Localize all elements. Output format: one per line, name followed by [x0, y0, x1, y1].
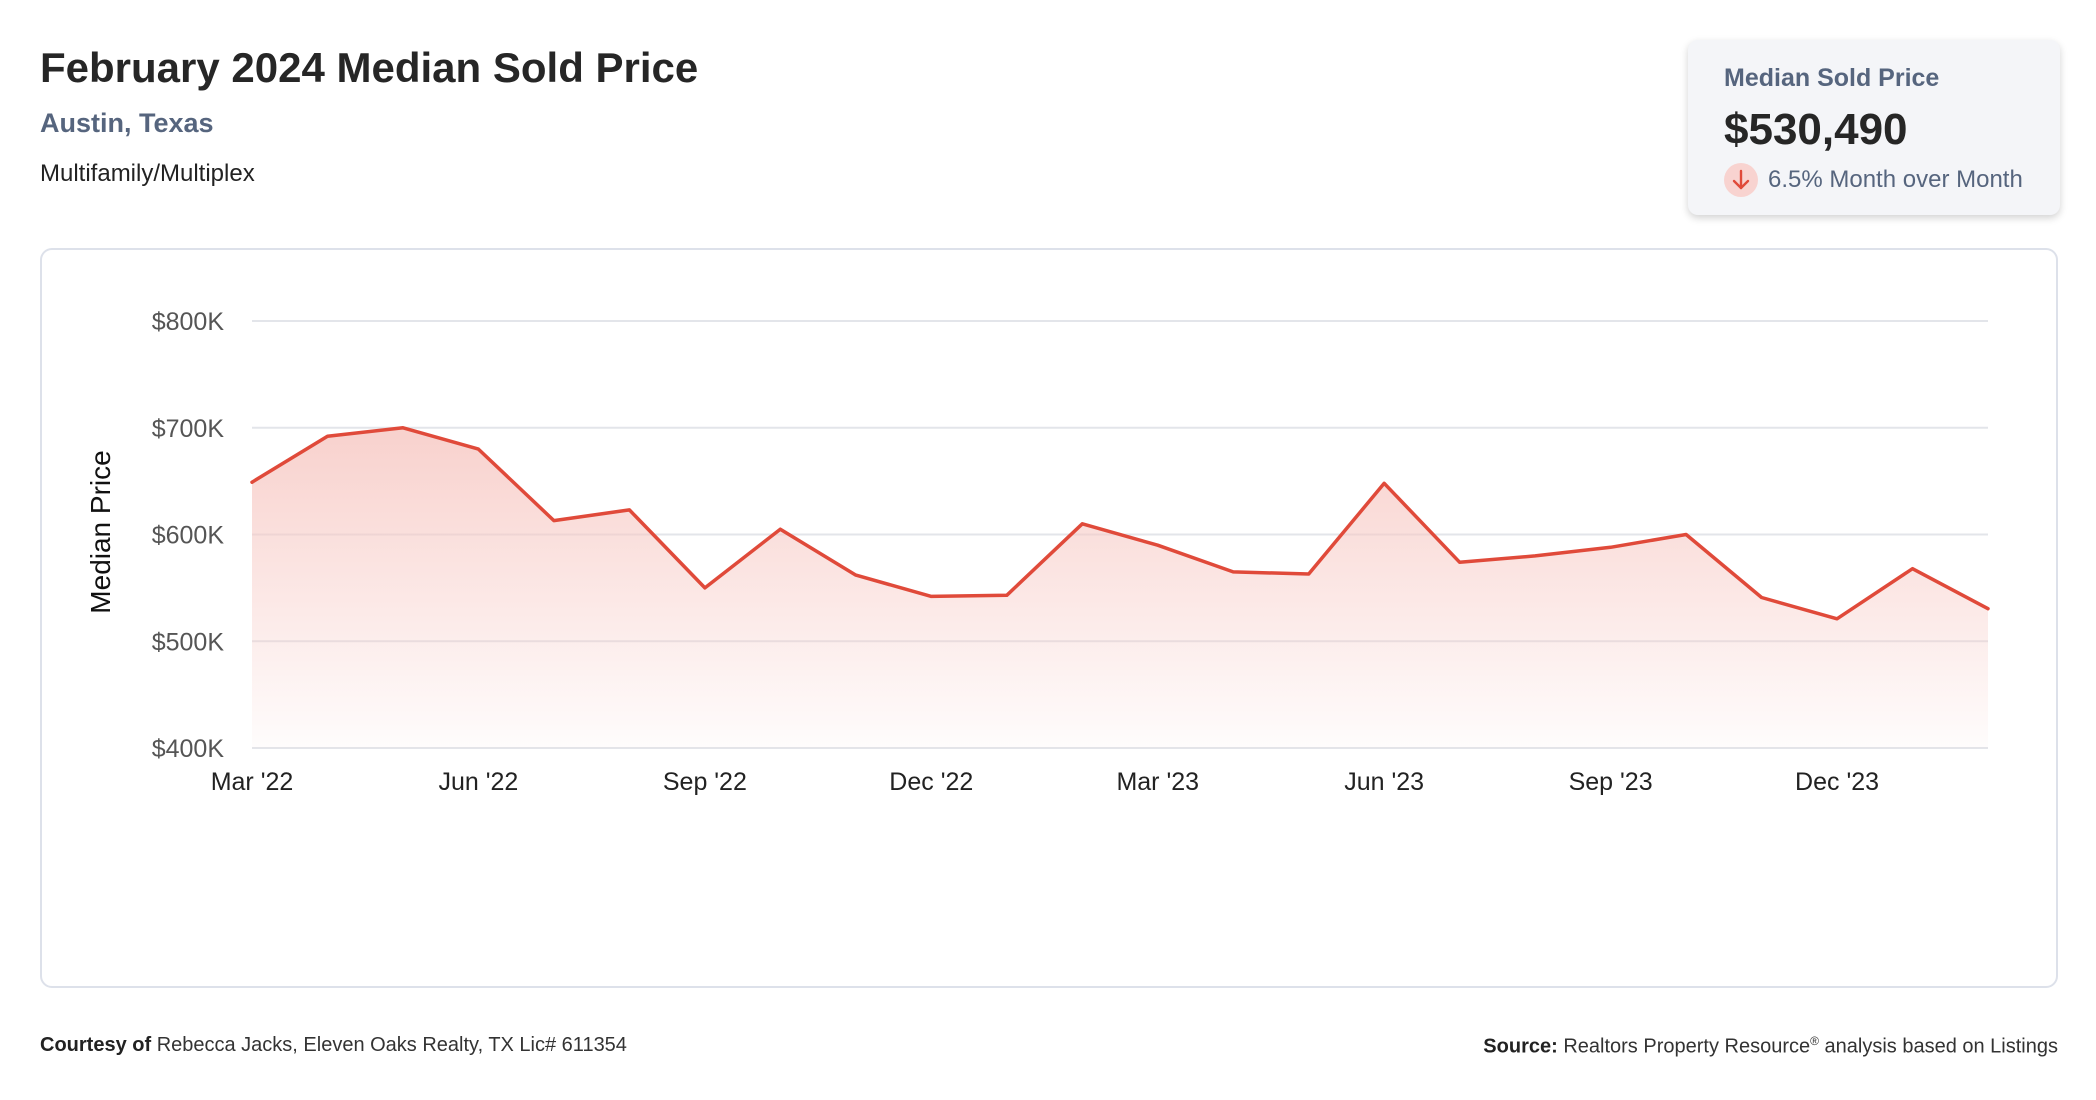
- data-point[interactable]: [246, 476, 258, 488]
- y-tick-label: $700K: [152, 415, 225, 443]
- y-tick-label: $800K: [152, 308, 225, 336]
- source-label: Source:: [1483, 1035, 1558, 1058]
- x-tick-label: Sep '23: [1569, 768, 1653, 796]
- property-type-label: Multifamily/Multiplex: [40, 160, 255, 187]
- data-point[interactable]: [1907, 563, 1919, 575]
- series-line: [250, 426, 1990, 621]
- courtesy-footer: Courtesy of Rebecca Jacks, Eleven Oaks R…: [40, 1034, 627, 1057]
- y-axis-label: Median Price: [85, 450, 116, 613]
- x-tick-label: Mar '23: [1116, 768, 1199, 796]
- y-tick-label: $400K: [152, 735, 225, 763]
- location-label: Austin, Texas: [40, 108, 214, 138]
- y-tick-label: $600K: [152, 522, 225, 550]
- source-text: Realtors Property Resource: [1563, 1035, 1811, 1058]
- data-point[interactable]: [623, 504, 635, 516]
- data-point[interactable]: [1303, 568, 1315, 580]
- data-point[interactable]: [1831, 613, 1843, 625]
- courtesy-text: Rebecca Jacks, Eleven Oaks Realty, TX Li…: [156, 1034, 627, 1056]
- data-point[interactable]: [1227, 566, 1239, 578]
- data-point[interactable]: [774, 523, 786, 535]
- median-price-chart: $400K $500K $600K $700K $800K Mar '22 Jun '22…: [85, 308, 1994, 796]
- data-point[interactable]: [850, 569, 862, 581]
- registered-mark: ®: [1810, 1034, 1819, 1048]
- data-point[interactable]: [1001, 589, 1013, 601]
- data-point[interactable]: [1529, 550, 1541, 562]
- stat-change: 6.5% Month over Month: [1724, 163, 2024, 197]
- data-point[interactable]: [1454, 556, 1466, 568]
- data-point[interactable]: [1605, 541, 1617, 553]
- data-point[interactable]: [1076, 518, 1088, 530]
- median-price-card: Median Sold Price $530,490 6.5% Month ov…: [1688, 40, 2060, 215]
- x-tick-label: Dec '23: [1795, 768, 1879, 796]
- courtesy-label: Courtesy of: [40, 1034, 152, 1056]
- data-point[interactable]: [548, 515, 560, 527]
- data-point[interactable]: [1378, 477, 1390, 489]
- chart-card: $400K $500K $600K $700K $800K Mar '22 Jun '22…: [40, 248, 2058, 988]
- data-point[interactable]: [699, 582, 711, 594]
- source-footer: Source: Realtors Property Resource® anal…: [1483, 1034, 2058, 1059]
- page-title: February 2024 Median Sold Price: [40, 44, 699, 91]
- x-tick-label: Jun '22: [439, 768, 519, 796]
- x-tick-label: Dec '22: [889, 768, 973, 796]
- x-tick-label: Sep '22: [663, 768, 747, 796]
- data-point[interactable]: [321, 430, 333, 442]
- x-tick-label: Jun '23: [1344, 768, 1424, 796]
- y-tick-label: $500K: [152, 628, 225, 656]
- data-point[interactable]: [397, 422, 409, 434]
- series-area: [252, 427, 1988, 748]
- x-tick-label: Mar '22: [211, 768, 294, 796]
- source-suffix: analysis based on Listings: [1824, 1035, 2058, 1058]
- stat-value: $530,490: [1724, 105, 1908, 154]
- data-point[interactable]: [472, 443, 484, 455]
- data-point[interactable]: [925, 590, 937, 602]
- stat-label: Median Sold Price: [1724, 64, 1940, 92]
- arrow-down-icon: [1724, 163, 1758, 197]
- data-point[interactable]: [1152, 539, 1164, 551]
- data-point[interactable]: [1982, 603, 1994, 615]
- data-point[interactable]: [1756, 591, 1768, 603]
- stat-change-text: 6.5% Month over Month: [1768, 166, 2023, 193]
- data-point[interactable]: [1680, 529, 1692, 541]
